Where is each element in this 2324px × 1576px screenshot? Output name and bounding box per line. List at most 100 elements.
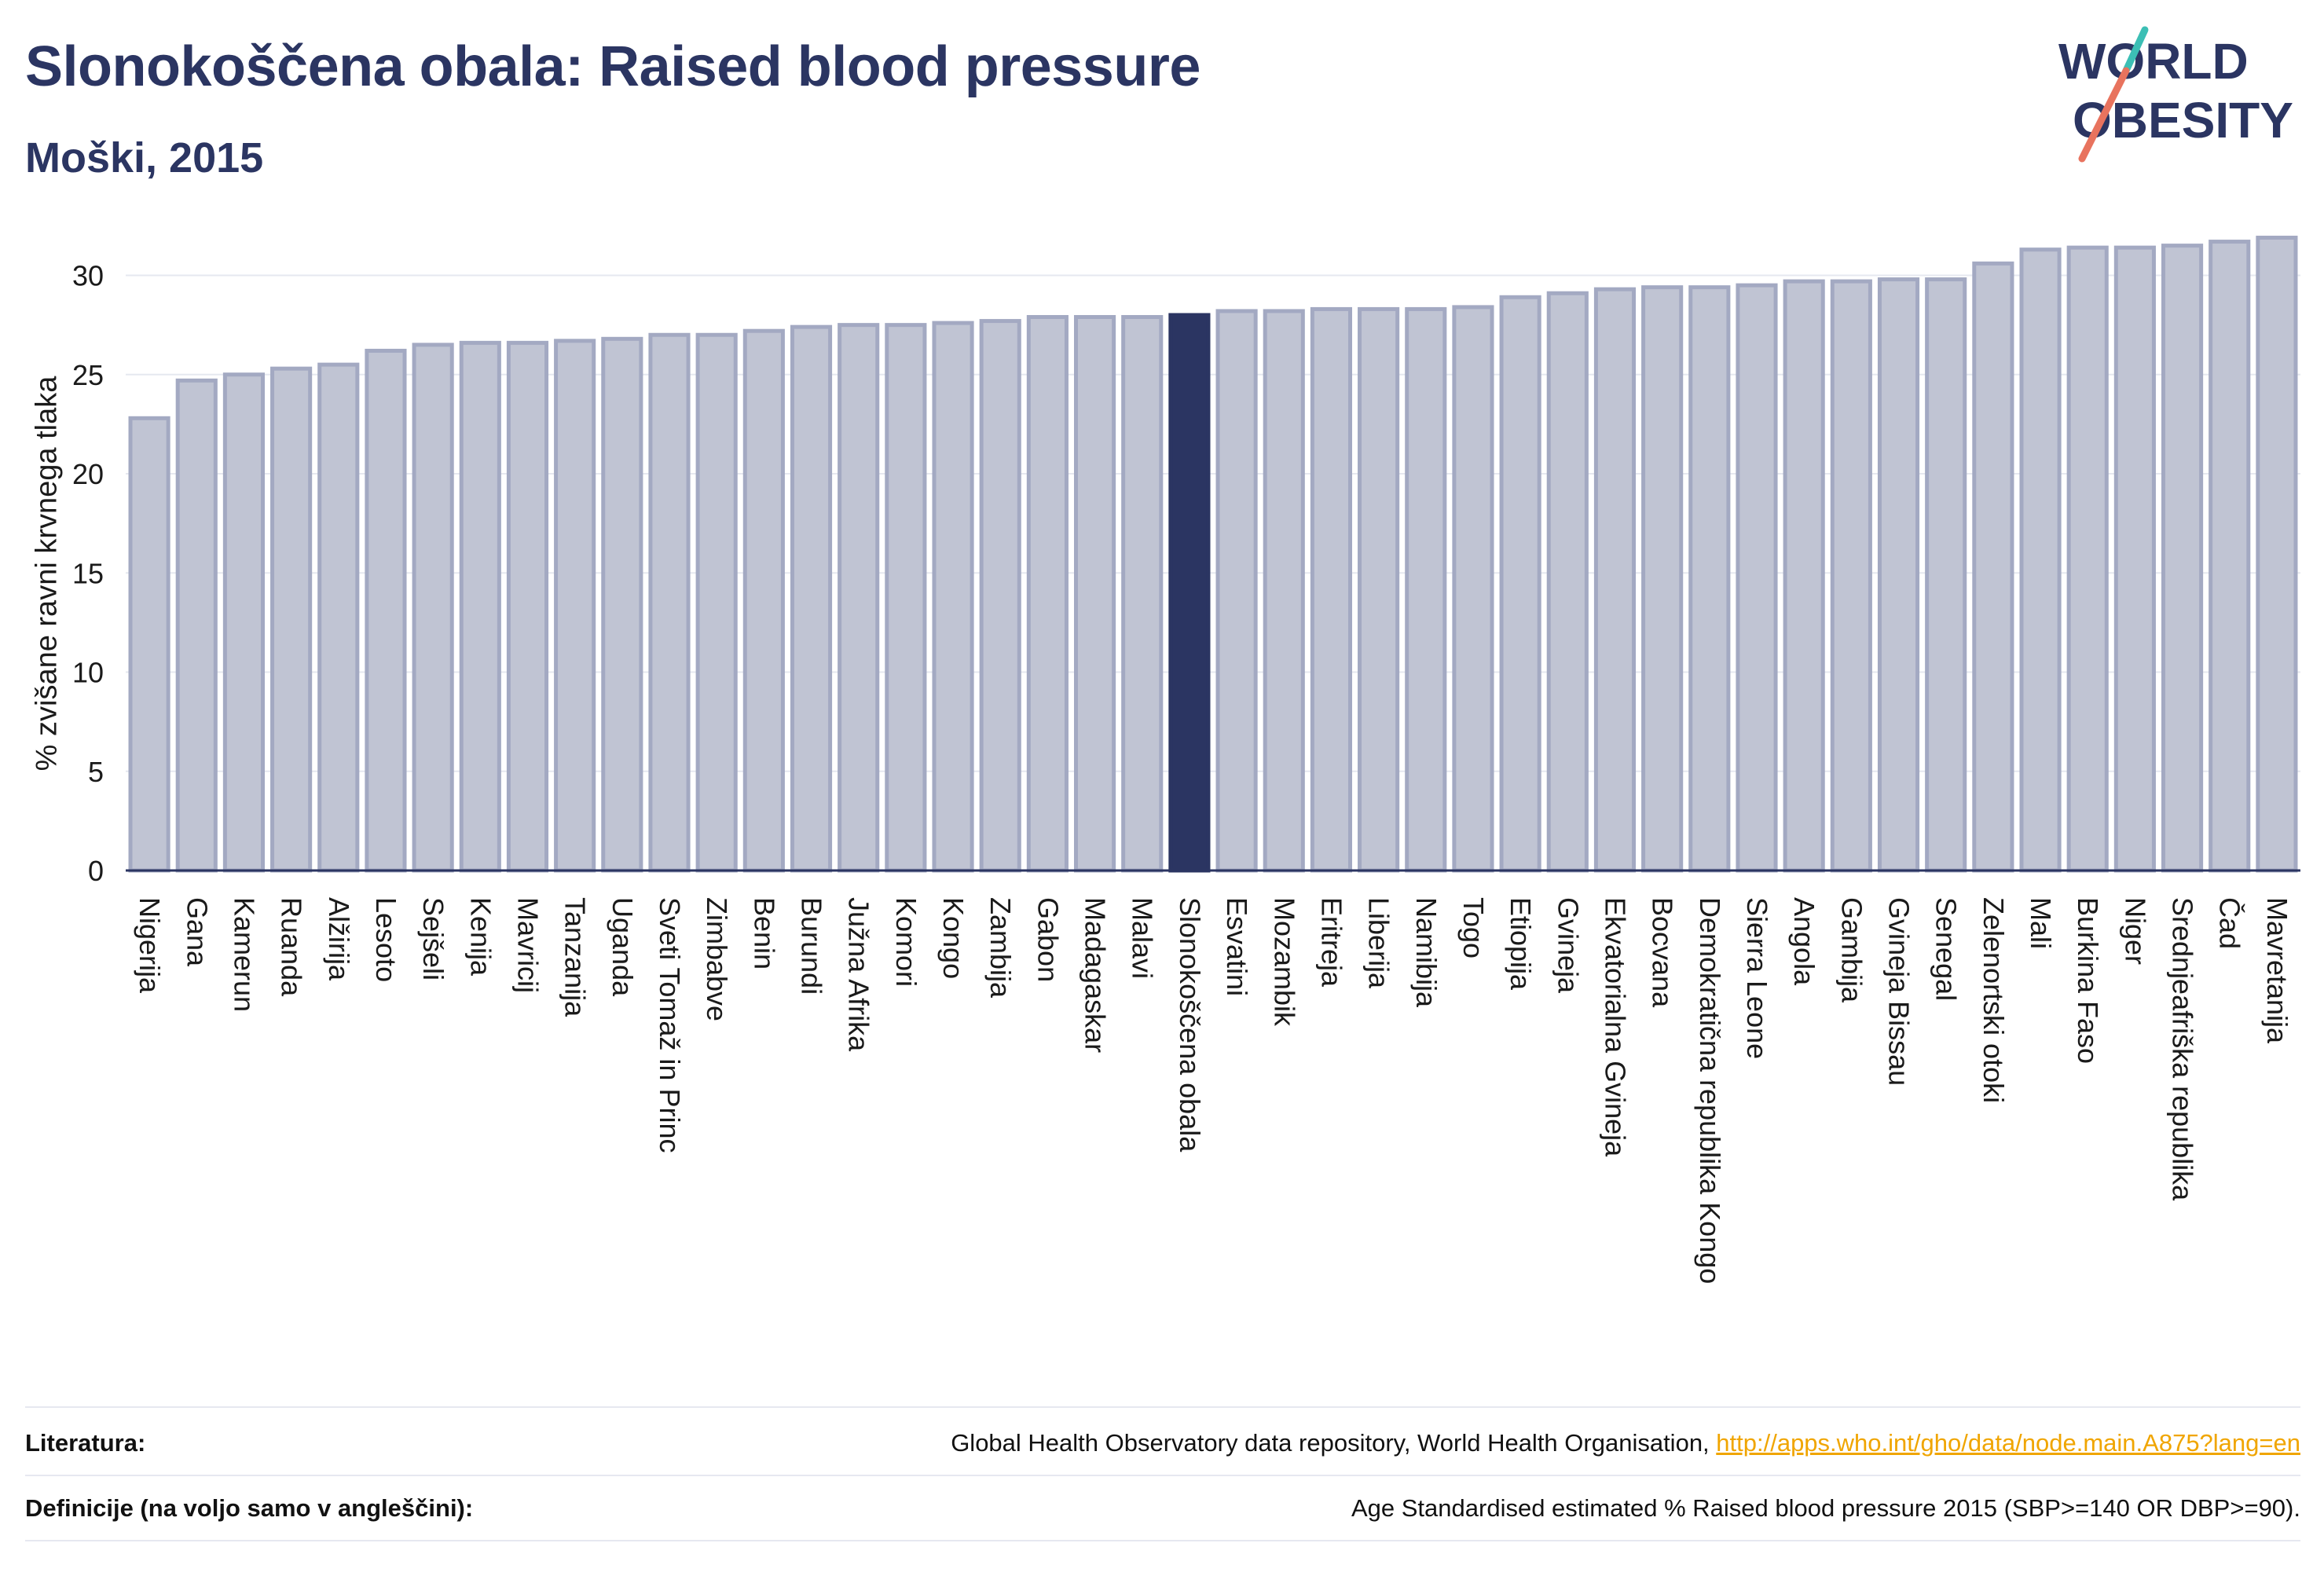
- bar: [1925, 277, 1967, 873]
- x-tick-label: Mozambik: [1268, 897, 1300, 1027]
- y-tick-label: 0: [88, 855, 104, 887]
- x-tick-label: Senegal: [1930, 897, 1963, 1001]
- x-tick-label: Angola: [1788, 897, 1820, 986]
- bar: [128, 416, 170, 873]
- bar: [742, 328, 785, 873]
- bar-chart: 0 5 10 15 20 25 30 Nigerija Gana Kamerun Ruanda Al…: [72, 236, 2300, 1284]
- bar: [2019, 247, 2062, 873]
- x-tick-label: Kamerun: [228, 897, 260, 1012]
- bar: [1736, 283, 1778, 873]
- chart-subtitle: Moški, 2015: [25, 134, 264, 181]
- x-tick-label: Sierra Leone: [1741, 897, 1773, 1059]
- x-tick-label: Uganda: [607, 897, 639, 997]
- y-tick-labels: 0 5 10 15 20 25 30: [72, 260, 104, 888]
- y-tick-label: 25: [72, 359, 104, 391]
- y-tick-label: 30: [72, 260, 104, 292]
- x-tick-label: Zelenortski otoki: [1978, 897, 2010, 1103]
- definitions-text: Age Standardised estimated % Raised bloo…: [1351, 1494, 2300, 1522]
- bar: [365, 348, 407, 873]
- bar: [270, 366, 313, 873]
- bar: [648, 332, 691, 873]
- x-tick-label: Benin: [748, 897, 780, 969]
- x-tick-label: Zambija: [984, 897, 1017, 999]
- bar: [175, 378, 218, 873]
- bar: [1073, 315, 1116, 873]
- x-tick-label: Demokratična republika Kongo: [1694, 897, 1726, 1284]
- x-tick-label: Gvineja: [1552, 897, 1584, 994]
- bar: [932, 321, 974, 873]
- bar: [979, 319, 1021, 873]
- bar: [412, 343, 454, 873]
- x-tick-label: Gana: [181, 897, 213, 967]
- x-tick-label: Kenija: [464, 897, 497, 977]
- x-tick-label: Kongo: [937, 897, 970, 979]
- x-tick-label: Gvineja Bissau: [1883, 897, 1915, 1086]
- x-tick-label: Bocvana: [1647, 897, 1679, 1008]
- x-tick-label: Sveti Tomaž in Princ: [654, 897, 686, 1153]
- bar: [1405, 306, 1447, 873]
- x-tick-label: Nigerija: [134, 897, 166, 994]
- logo-slash-teal: [2122, 26, 2149, 75]
- x-tick-label: Slonokoščena obala: [1174, 897, 1206, 1153]
- bar: [838, 323, 880, 873]
- x-tick-label: Gambija: [1835, 897, 1868, 1003]
- footer-divider-middle: [25, 1475, 2300, 1476]
- x-tick-label: Burkina Faso: [2072, 897, 2104, 1064]
- bar: [1593, 287, 1637, 873]
- y-tick-label: 15: [72, 557, 104, 589]
- x-tick-label: Liberija: [1363, 897, 1395, 989]
- bar: [1688, 285, 1731, 873]
- world-obesity-logo: WORLD OBESITY: [2058, 26, 2293, 163]
- x-tick-label: Tanzanija: [559, 897, 592, 1017]
- footer-divider-bottom: [25, 1540, 2300, 1541]
- bar: [1121, 315, 1164, 873]
- bar: [1499, 295, 1541, 873]
- x-tick-label: Togo: [1457, 897, 1490, 958]
- x-tick-label: Etiopija: [1505, 897, 1537, 991]
- bar: [1452, 305, 1494, 873]
- y-tick-label: 20: [72, 458, 104, 490]
- x-tick-label: Niger: [2119, 897, 2151, 965]
- bar: [1830, 279, 1872, 873]
- bar: [1972, 261, 2014, 873]
- bar: [2161, 244, 2204, 873]
- bar: [2113, 245, 2156, 873]
- bar: [2256, 236, 2298, 873]
- x-tick-label: Čad: [2214, 897, 2246, 949]
- x-tick-label: Komori: [890, 897, 922, 987]
- bar: [317, 362, 360, 873]
- bar: [695, 332, 738, 873]
- references-source: Global Health Observatory data repositor…: [951, 1429, 1717, 1457]
- bar: [1215, 309, 1258, 873]
- x-tick-label: Gabon: [1032, 897, 1064, 982]
- bar: [2209, 240, 2251, 873]
- x-tick-label: Namibija: [1410, 897, 1442, 1008]
- bar: [1310, 306, 1353, 873]
- bar: [554, 339, 596, 873]
- bar: [459, 340, 501, 873]
- bar: [222, 372, 266, 873]
- x-tick-label: Madagaskar: [1080, 897, 1112, 1053]
- y-tick-label: 10: [72, 657, 104, 689]
- x-tick-label: Alžirija: [323, 897, 355, 981]
- references-text: Global Health Observatory data repositor…: [951, 1429, 2300, 1457]
- bar: [885, 323, 927, 873]
- definitions-label: Definicije (na voljo samo v angleščini):: [25, 1494, 474, 1522]
- x-tick-label: Esvatini: [1221, 897, 1253, 996]
- x-tick-label: Malavi: [1127, 897, 1159, 979]
- bar: [1026, 315, 1069, 873]
- bar: [1263, 309, 1305, 873]
- x-tick-label: Srednjeafriška republika: [2167, 897, 2199, 1201]
- bar: [1877, 277, 1920, 873]
- x-tick-label: Mavricij: [511, 897, 544, 993]
- bars: [128, 236, 2298, 873]
- y-axis-label: % zvišane ravni krvnega tlaka: [30, 376, 64, 772]
- references-link[interactable]: http://apps.who.int/gho/data/node.main.A…: [1716, 1429, 2300, 1457]
- footer-references: Literatura: Global Health Observatory da…: [25, 1412, 2300, 1475]
- bar: [2066, 245, 2109, 873]
- x-tick-label: Lesoto: [370, 897, 402, 982]
- x-tick-label: Eritreja: [1315, 897, 1347, 988]
- x-tick-label: Burundi: [796, 897, 828, 995]
- x-tick-label: Zimbabve: [701, 897, 733, 1021]
- bar: [1641, 285, 1684, 873]
